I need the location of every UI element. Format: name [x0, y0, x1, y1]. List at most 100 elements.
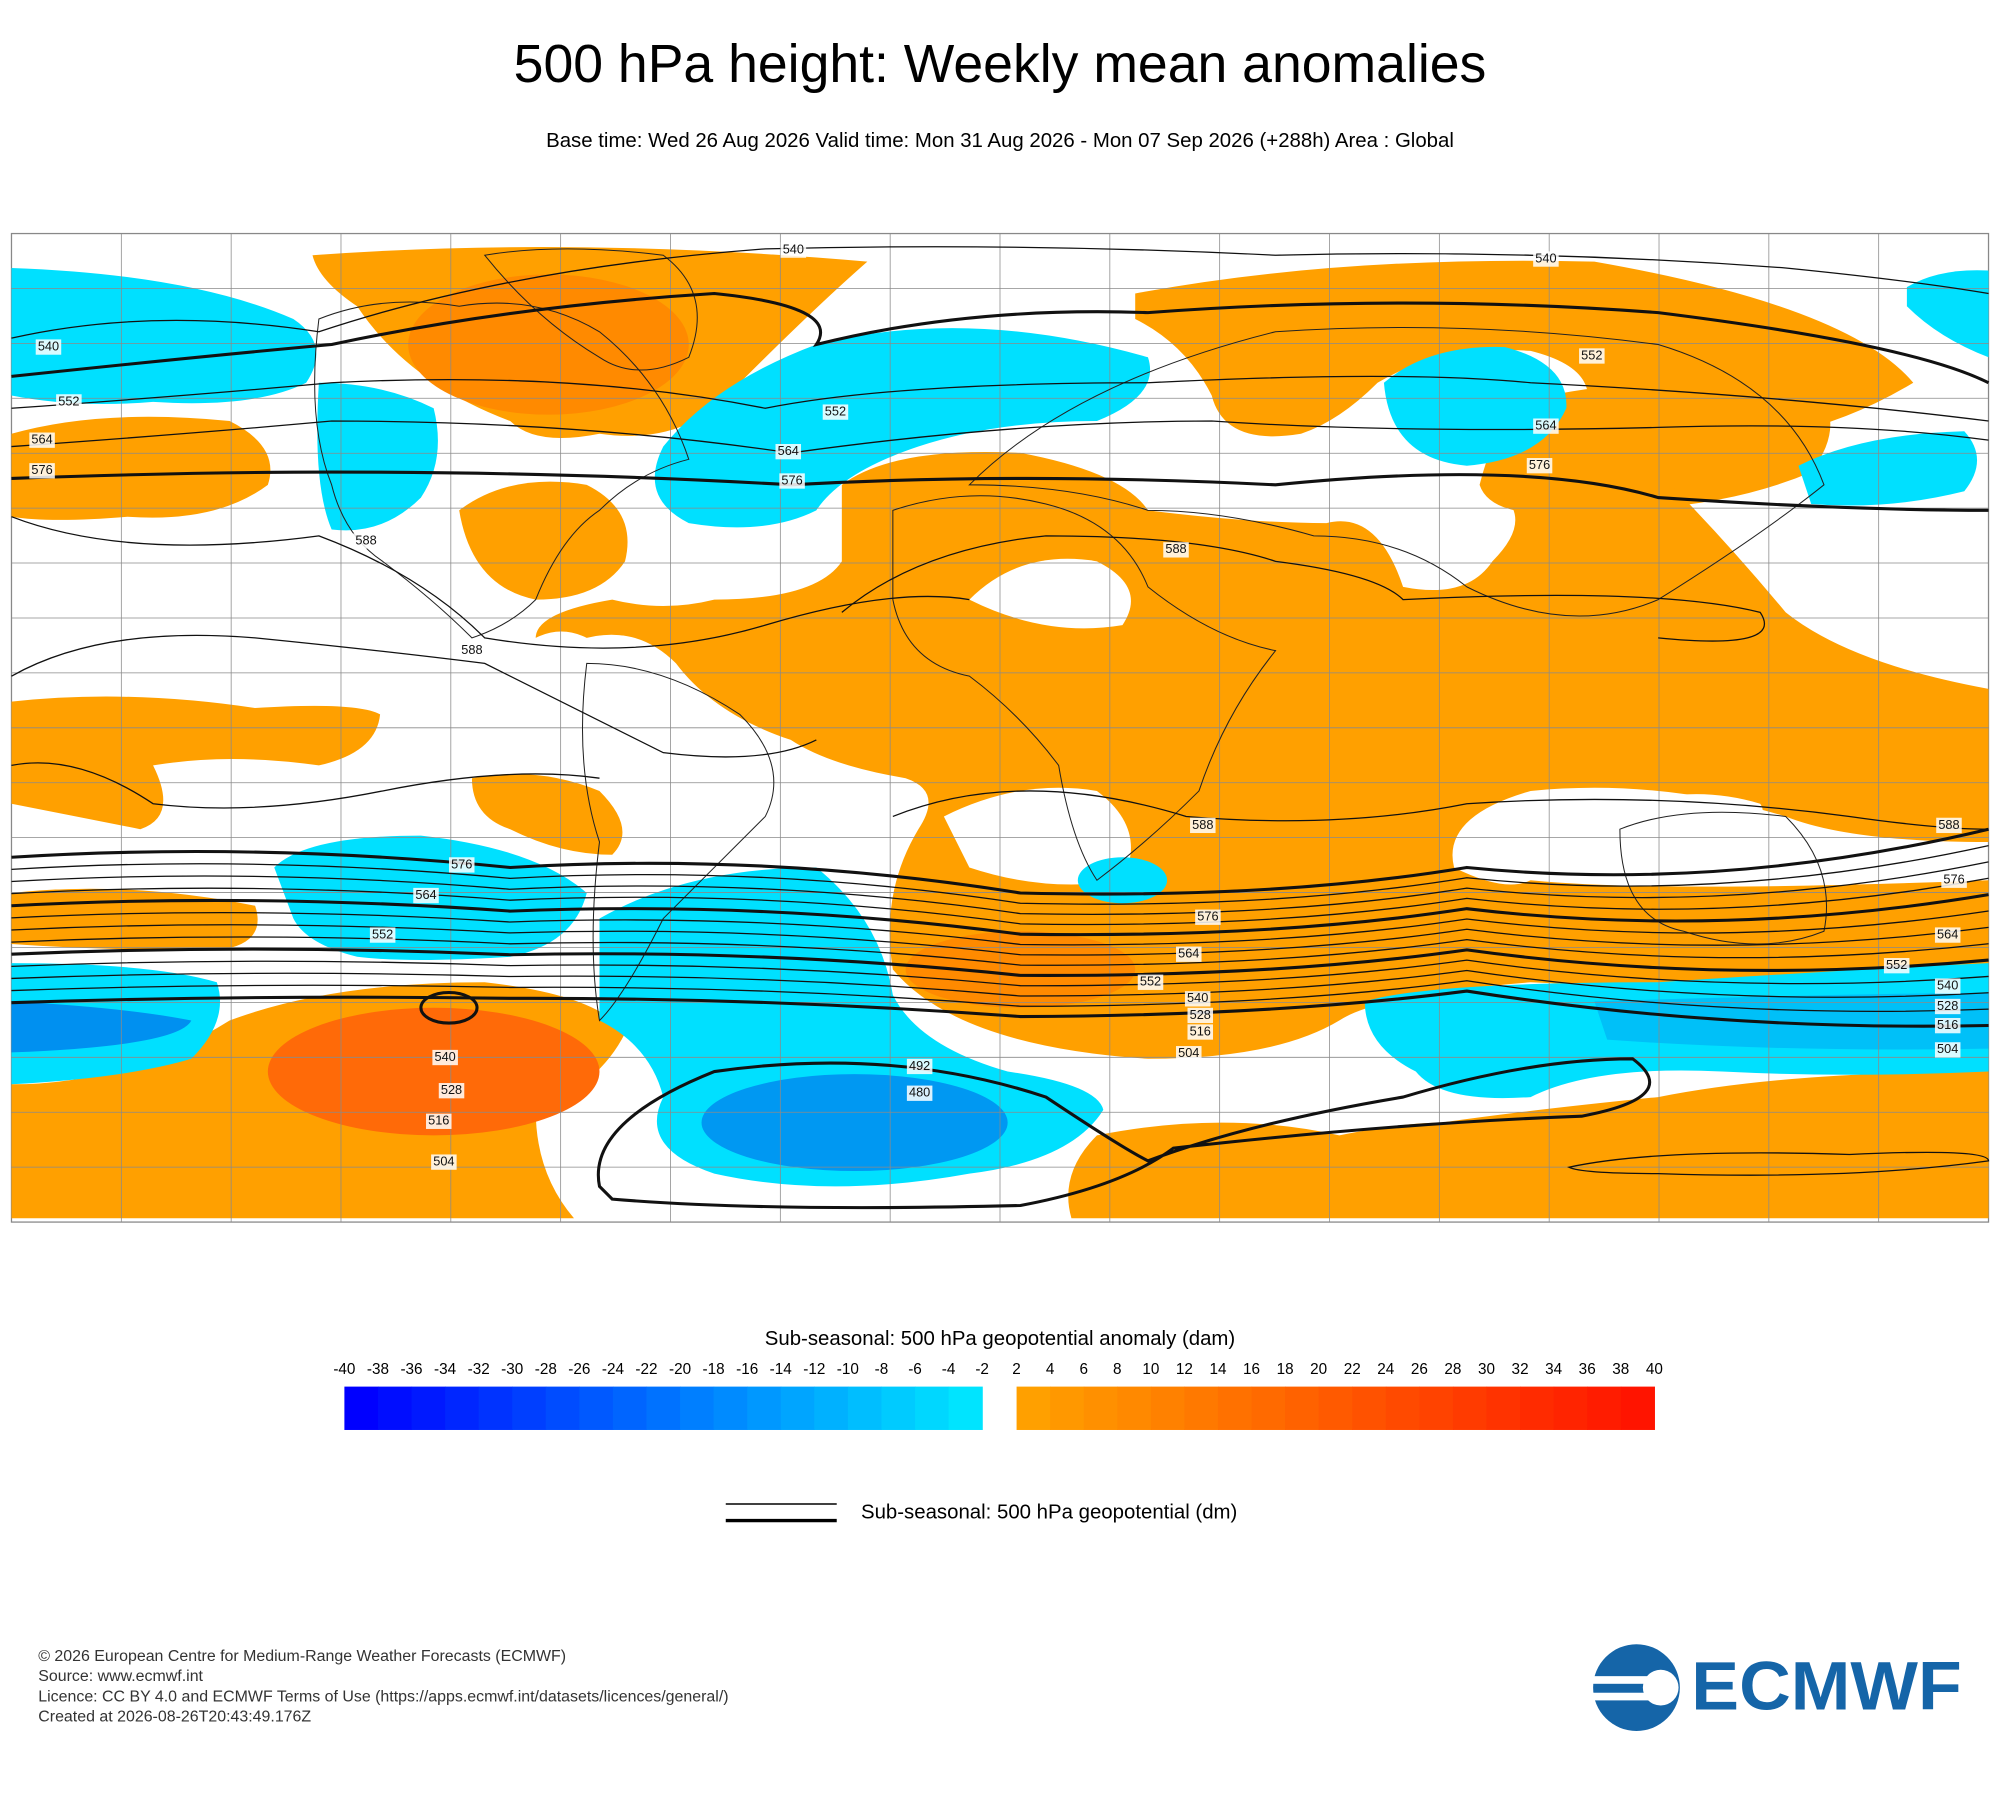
colorbar-tick-label: -30 — [501, 1361, 523, 1378]
colorbar-segment — [915, 1386, 950, 1430]
colorbar-segment — [847, 1386, 883, 1430]
contour-label: 540 — [1187, 990, 1208, 1005]
colorbar-segment — [1050, 1386, 1085, 1430]
height-contour — [11, 827, 1989, 896]
contour-label: 516 — [1190, 1023, 1211, 1038]
colorbar-tick-label: 24 — [1377, 1361, 1395, 1378]
colorbar-segment — [1083, 1386, 1118, 1430]
colorbar-tick-label: -28 — [535, 1361, 557, 1378]
contour-label: 492 — [909, 1058, 930, 1073]
contour-label: 576 — [451, 856, 472, 871]
colorbar-tick-label: 8 — [1113, 1361, 1122, 1378]
coastlines — [314, 248, 1827, 1022]
contour-label: 540 — [435, 1049, 456, 1064]
contour-label: 552 — [1581, 347, 1602, 362]
colorbar-tick-label: -18 — [703, 1361, 725, 1378]
contour-label-bg — [438, 1083, 465, 1099]
colorbar-tick-label: -6 — [908, 1361, 922, 1378]
contour-label-bg — [779, 473, 805, 489]
contour-label: 576 — [781, 472, 802, 487]
colorbar-segment — [1184, 1386, 1219, 1430]
contour-labels: 540 540 540 552 564 576 552 564 576 552 564 576 588 5… — [29, 242, 1967, 1170]
height-contour — [11, 989, 1989, 1028]
footer-line: Licence: CC BY 4.0 and ECMWF Terms of Us… — [38, 1688, 728, 1705]
colorbar-tick-label: -4 — [942, 1361, 956, 1378]
contour-label-bg — [1936, 817, 1962, 834]
colorbar-tick-label: -12 — [803, 1361, 825, 1378]
colorbar-tick-label: 36 — [1579, 1361, 1596, 1378]
colorbar-segment — [1217, 1386, 1253, 1430]
contour-label-bg — [1184, 991, 1211, 1007]
contour-label-bg — [906, 1085, 933, 1101]
colorbar-tick-label: 12 — [1176, 1361, 1193, 1378]
logo: ECMWF — [1589, 1644, 1962, 1731]
contour-label-bg — [29, 432, 55, 448]
height-contour — [11, 959, 1989, 987]
colorbar-segment — [1251, 1386, 1286, 1430]
contour-label-bg — [822, 404, 849, 420]
contour-label-bg — [1187, 1007, 1214, 1024]
subtitle: Base time: Wed 26 Aug 2026 Valid time: M… — [546, 130, 1454, 152]
title: 500 hPa height: Weekly mean anomalies — [514, 35, 1487, 94]
height-contour — [11, 947, 1989, 977]
colorbar-segment — [881, 1386, 916, 1430]
contour-label: 528 — [1937, 998, 1958, 1013]
colorbar-segment — [445, 1386, 480, 1430]
colorbar-tick-label: 32 — [1512, 1361, 1529, 1378]
contour-label-bg — [1934, 998, 1961, 1015]
colorbar-segment — [1385, 1386, 1421, 1430]
colorbar-tick-label: -22 — [635, 1361, 657, 1378]
contour-label-bg — [1187, 1024, 1214, 1040]
colorbar-segment — [680, 1386, 715, 1430]
contour-label: 528 — [1190, 1007, 1211, 1022]
contour-label: 564 — [31, 432, 52, 447]
colorbar-tick-label: 40 — [1646, 1361, 1663, 1378]
contour-label: 588 — [355, 532, 376, 547]
colorbar-segment — [1419, 1386, 1454, 1430]
contour-label: 576 — [1529, 457, 1550, 472]
colorbar-segment — [1285, 1386, 1320, 1430]
colorbar-tick-label: -40 — [333, 1361, 355, 1378]
contour-label: 576 — [1943, 872, 1964, 887]
contour-label: 552 — [58, 393, 79, 408]
contour-label-bg — [353, 533, 379, 549]
contour-label: 552 — [1886, 957, 1907, 972]
colorbar-segment — [478, 1386, 513, 1430]
map: 540 540 540 552 564 576 552 564 576 552 564 576 588 5… — [10, 232, 1990, 1223]
colorbar-segment — [1553, 1386, 1588, 1430]
contour-label: 588 — [1165, 541, 1186, 556]
colorbar-tick-label: 30 — [1478, 1361, 1495, 1378]
colorbar-tick-label: -24 — [602, 1361, 625, 1378]
colorbar-tick-label: -10 — [837, 1361, 859, 1378]
contour-label-bg — [780, 242, 807, 258]
colorbar-segment — [377, 1386, 413, 1430]
contour-label: 588 — [461, 642, 482, 657]
contour-label: 588 — [1192, 817, 1213, 832]
colorbar-tick-label: 28 — [1444, 1361, 1461, 1378]
height-contour — [11, 861, 1989, 915]
logo-text: ECMWF — [1691, 1648, 1961, 1725]
colorbar-tick-label: -16 — [736, 1361, 758, 1378]
contour-label: 540 — [1535, 250, 1556, 265]
colorbar-tick-label: 6 — [1079, 1361, 1088, 1378]
colorbar-tick-label: 18 — [1277, 1361, 1294, 1378]
contour-label-bg — [1883, 958, 1910, 974]
colorbar-segment — [1318, 1386, 1353, 1430]
contour-label-bg — [1163, 542, 1189, 558]
colorbar-tick-label: -20 — [669, 1361, 691, 1378]
height-contour — [11, 936, 1989, 966]
legend-label: Sub-seasonal: 500 hPa geopotential (dm) — [861, 1501, 1237, 1523]
colorbar-segment — [1486, 1386, 1521, 1430]
contour-label-bg — [1526, 458, 1553, 474]
colorbar-tick-label: 10 — [1142, 1361, 1159, 1378]
contour-label: 564 — [778, 443, 799, 458]
contour-label-bg — [1190, 817, 1216, 834]
contour-label: 564 — [1937, 926, 1958, 941]
contour-label: 564 — [1178, 946, 1199, 961]
colorbar-tick-label: -32 — [468, 1361, 490, 1378]
contour-label: 540 — [38, 338, 59, 353]
colorbar-segment — [814, 1386, 849, 1430]
colorbar-segment — [948, 1386, 983, 1430]
colorbar-segment — [1150, 1386, 1186, 1430]
colorbar-segment — [1352, 1386, 1387, 1430]
